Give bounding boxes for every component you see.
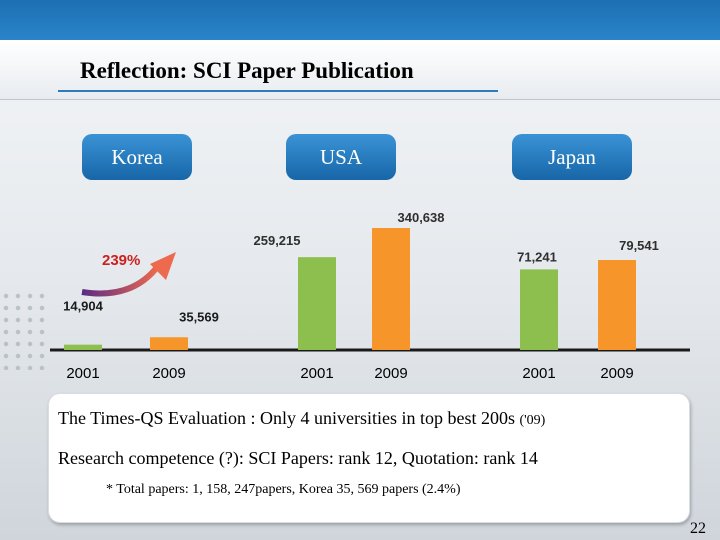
value-label-usa-2001: 259,215 <box>254 233 301 248</box>
tab-japan: Japan <box>512 134 632 180</box>
bar-japan-2001 <box>520 269 558 350</box>
dot-decoration <box>0 290 48 370</box>
value-label-japan-2009: 79,541 <box>619 238 659 253</box>
year-label-korea-2001: 2001 <box>66 365 99 382</box>
bar-usa-2001 <box>298 257 336 350</box>
page-number: 22 <box>690 520 706 537</box>
year-label-korea-2009: 2009 <box>152 365 185 382</box>
value-label-japan-2001: 71,241 <box>517 249 557 264</box>
note-total-papers: * Total papers: 1, 158, 247papers, Korea… <box>106 482 461 497</box>
value-label-korea-2001: 14,904 <box>63 299 104 314</box>
header-bar <box>0 0 720 40</box>
value-label-korea-2009: 35,569 <box>179 309 219 324</box>
bar-korea-2009 <box>150 337 188 350</box>
note-times-qs-year: ('09) <box>519 413 546 428</box>
tab-korea: Korea <box>82 134 192 180</box>
year-label-usa-2009: 2009 <box>374 365 407 382</box>
year-label-japan-2009: 2009 <box>600 365 633 382</box>
note-times-qs: The Times-QS Evaluation : Only 4 univers… <box>58 408 545 429</box>
value-labels: 14,904 35,569 259,215 340,638 71,241 79,541 <box>63 210 659 324</box>
year-labels: 2001 2009 2001 2009 2001 2009 <box>66 365 633 382</box>
growth-label: 239% <box>102 252 140 269</box>
info-box <box>48 393 690 523</box>
bar-korea-2001 <box>64 344 102 350</box>
value-label-usa-2009: 340,638 <box>398 210 445 225</box>
year-label-japan-2001: 2001 <box>522 365 555 382</box>
title-underline <box>58 90 498 92</box>
growth-arrowhead-icon <box>150 252 176 280</box>
bar-japan-2009 <box>598 260 636 350</box>
bar-series <box>64 228 636 350</box>
note-research-competence: Research competence (?): SCI Papers: ran… <box>58 448 538 468</box>
tab-usa: USA <box>286 134 396 180</box>
note-times-qs-text: The Times-QS Evaluation : Only 4 univers… <box>58 408 515 428</box>
slide-title: Reflection: SCI Paper Publication <box>80 58 414 83</box>
year-label-usa-2001: 2001 <box>300 365 333 382</box>
bar-usa-2009 <box>372 228 410 350</box>
growth-arrow-icon <box>81 264 161 297</box>
